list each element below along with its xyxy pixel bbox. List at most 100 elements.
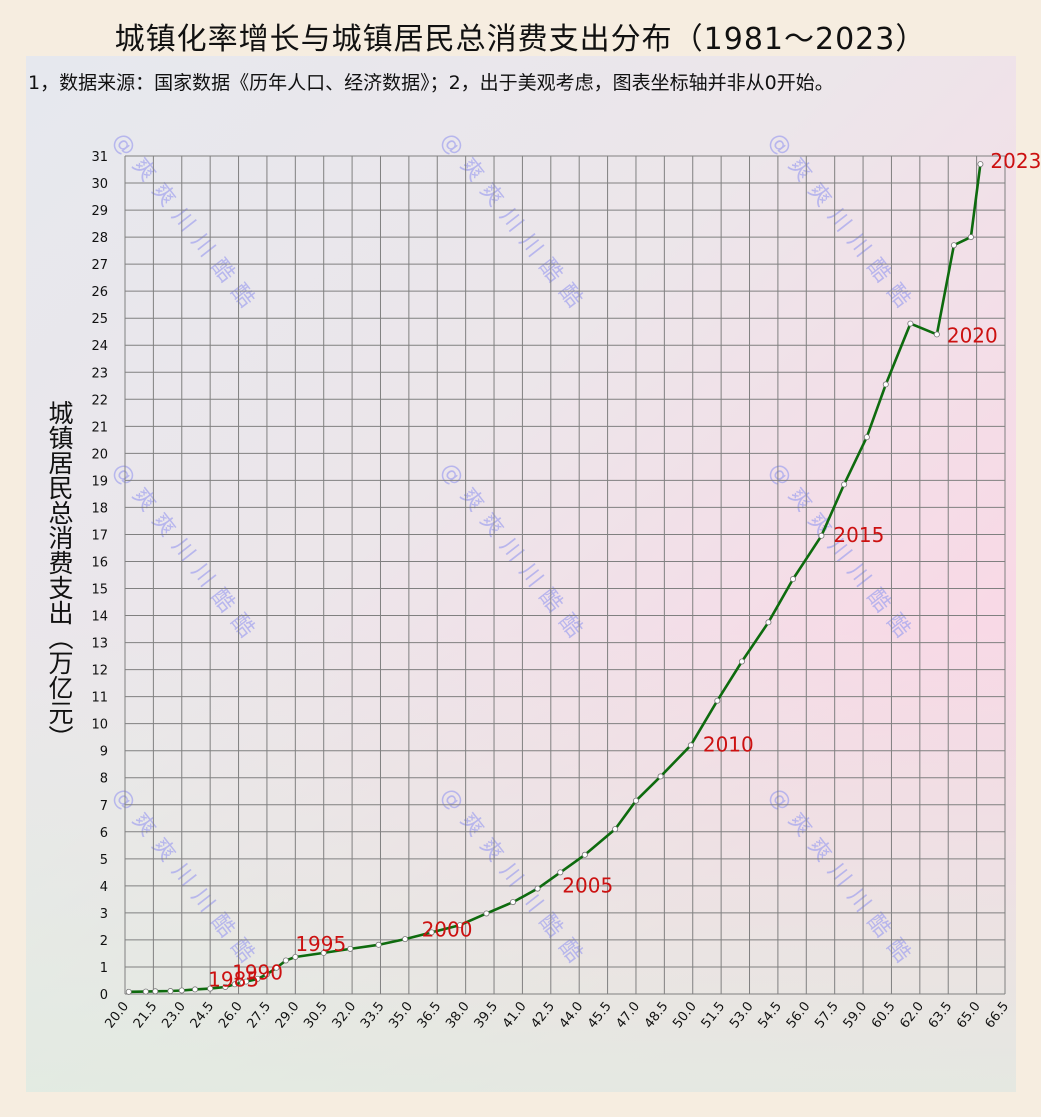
data-point — [933, 331, 940, 338]
x-tick-label: 29.0 — [273, 999, 303, 1031]
data-point — [125, 988, 132, 995]
data-point — [687, 742, 694, 749]
data-point — [790, 576, 797, 583]
year-label: 2015 — [833, 523, 884, 547]
data-point — [167, 988, 174, 995]
y-tick-label: 31 — [91, 150, 108, 165]
data-point — [347, 945, 354, 952]
data-point — [738, 658, 745, 665]
data-point — [907, 320, 914, 327]
y-tick-label: 28 — [91, 231, 108, 246]
y-tick-label: 1 — [100, 961, 108, 976]
y-tick-label: 5 — [100, 853, 108, 868]
data-point — [192, 986, 199, 993]
data-point — [950, 242, 957, 249]
data-point — [320, 949, 327, 956]
chart-title: 城镇化率增长与城镇居民总消费支出分布（1981～2023） — [114, 22, 927, 57]
watermark-text: @爽爽川川酷酷 — [435, 458, 593, 650]
data-point — [818, 532, 825, 539]
data-point — [254, 975, 261, 982]
x-tick-label: 44.0 — [557, 999, 587, 1031]
x-tick-label: 41.0 — [500, 999, 530, 1031]
data-point — [207, 985, 214, 992]
x-tick-label: 33.5 — [358, 999, 388, 1031]
x-tick-label: 36.5 — [415, 999, 445, 1031]
y-tick-label: 19 — [91, 474, 108, 489]
x-tick-label: 24.5 — [188, 999, 218, 1031]
data-point — [273, 964, 280, 971]
y-tick-label: 15 — [91, 583, 108, 598]
year-label: 2000 — [422, 917, 473, 941]
x-tick-label: 20.0 — [103, 999, 133, 1031]
y-tick-label: 16 — [91, 555, 108, 570]
y-tick-label: 0 — [100, 988, 108, 1003]
y-tick-label: 30 — [91, 177, 108, 192]
data-point — [632, 797, 639, 804]
y-tick-label: 8 — [100, 772, 108, 787]
data-point — [292, 953, 299, 960]
data-point — [263, 971, 270, 978]
y-tick-label: 25 — [91, 312, 108, 327]
data-point — [178, 987, 185, 994]
watermark-text: @爽爽川川酷酷 — [107, 458, 265, 650]
x-tick-label: 26.0 — [216, 999, 246, 1031]
y-tick-label: 23 — [91, 366, 108, 381]
y-tick-label: 9 — [100, 745, 108, 760]
data-point — [243, 978, 250, 985]
year-label: 1985 — [208, 968, 259, 992]
y-tick-label: 22 — [91, 393, 108, 408]
x-tick-label: 23.0 — [159, 999, 189, 1031]
data-point — [882, 381, 889, 388]
data-point — [428, 929, 435, 936]
y-tick-label: 3 — [100, 907, 108, 922]
data-point — [977, 161, 984, 168]
y-tick-labels: 0123456789101112131415161718192021222324… — [91, 150, 108, 1003]
plot-background-tint — [26, 56, 1016, 1092]
x-tick-label: 30.5 — [301, 999, 331, 1031]
data-point — [967, 234, 974, 241]
y-tick-label: 13 — [91, 637, 108, 652]
y-axis-label: 城镇居民总消费支出（万亿元） — [45, 400, 74, 750]
data-point — [142, 988, 149, 995]
year-label: 2010 — [703, 732, 754, 756]
y-tick-label: 20 — [91, 447, 108, 462]
y-tick-label: 11 — [91, 691, 108, 706]
x-tick-label: 27.5 — [244, 999, 274, 1031]
y-tick-label: 6 — [100, 826, 108, 841]
data-point — [657, 773, 664, 780]
y-tick-label: 14 — [91, 610, 108, 625]
y-tick-label: 10 — [91, 718, 108, 733]
x-tick-label: 45.5 — [585, 999, 615, 1031]
series-layer — [125, 161, 984, 995]
x-tick-label: 35.0 — [386, 999, 416, 1031]
year-label: 1990 — [232, 961, 283, 985]
x-tick-label: 54.5 — [755, 999, 785, 1031]
data-point — [534, 885, 541, 892]
x-tick-label: 51.5 — [699, 999, 729, 1031]
x-tick-label: 32.0 — [330, 999, 360, 1031]
data-point — [282, 957, 289, 964]
watermark-text: @爽爽川川酷酷 — [107, 783, 265, 975]
x-tick-label: 62.0 — [897, 999, 927, 1031]
y-tick-label: 27 — [91, 258, 108, 273]
watermark-layer: @爽爽川川酷酷@爽爽川川酷酷@爽爽川川酷酷@爽爽川川酷酷@爽爽川川酷酷@爽爽川川… — [107, 128, 921, 975]
y-tick-label: 2 — [100, 934, 108, 949]
data-point — [581, 851, 588, 858]
x-tick-label: 60.5 — [869, 999, 899, 1031]
x-tick-label: 47.0 — [613, 999, 643, 1031]
data-point — [483, 910, 490, 917]
year-label: 2020 — [947, 323, 998, 347]
y-tick-label: 21 — [91, 420, 108, 435]
x-tick-label: 39.5 — [472, 999, 502, 1031]
data-point — [714, 697, 721, 704]
x-tick-label: 48.5 — [642, 999, 672, 1031]
y-tick-label: 12 — [91, 664, 108, 679]
x-tick-labels: 20.021.523.024.526.027.529.030.532.033.5… — [103, 999, 1013, 1031]
y-tick-label: 29 — [91, 204, 108, 219]
x-tick-label: 38.0 — [443, 999, 473, 1031]
data-point — [375, 941, 382, 948]
y-tick-label: 7 — [100, 799, 108, 814]
